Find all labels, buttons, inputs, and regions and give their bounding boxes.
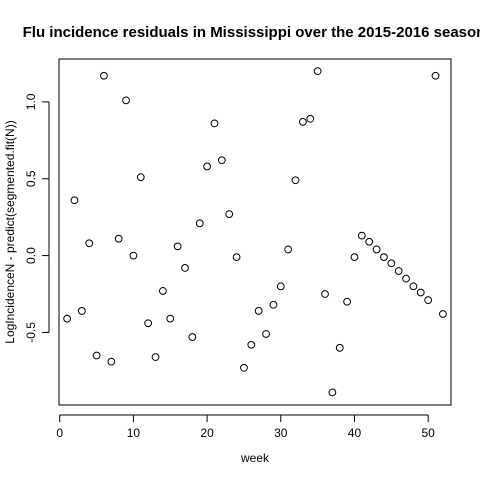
y-tick-label: 0.0 <box>24 247 38 264</box>
y-axis-label: LogIncidenceN - predict(segmented.fit(N)… <box>3 120 17 343</box>
data-point-4 <box>85 239 94 248</box>
x-tick-label: 50 <box>421 426 435 440</box>
x-axis-label: week <box>240 451 270 465</box>
plot-frame <box>58 58 452 406</box>
data-point-24 <box>232 253 241 262</box>
data-point-21 <box>210 119 219 128</box>
data-point-43 <box>372 245 381 254</box>
data-point-33 <box>298 117 307 126</box>
data-point-40 <box>350 253 359 262</box>
data-point-5 <box>92 351 101 360</box>
data-point-44 <box>380 253 388 262</box>
x-tick-label: 40 <box>348 426 362 440</box>
data-point-35 <box>313 67 322 76</box>
data-point-6 <box>100 71 108 80</box>
data-point-30 <box>276 282 285 291</box>
data-point-25 <box>240 363 248 372</box>
data-point-9 <box>122 96 130 105</box>
data-point-19 <box>195 219 204 228</box>
data-point-26 <box>247 340 256 349</box>
x-tick-label: 20 <box>200 426 214 440</box>
data-point-15 <box>166 314 175 323</box>
data-point-11 <box>136 173 145 182</box>
data-point-45 <box>387 259 396 268</box>
data-point-32 <box>291 176 300 185</box>
data-point-39 <box>343 297 352 306</box>
data-point-38 <box>335 343 344 352</box>
data-point-18 <box>188 333 197 341</box>
data-point-29 <box>269 300 278 309</box>
data-point-41 <box>357 231 366 240</box>
data-point-34 <box>306 114 315 123</box>
x-tick-label: 0 <box>56 426 63 440</box>
data-point-23 <box>225 210 234 218</box>
data-point-13 <box>151 353 160 361</box>
data-points <box>63 67 447 397</box>
data-point-27 <box>254 307 263 315</box>
data-point-10 <box>129 251 138 260</box>
data-point-50 <box>424 296 433 305</box>
data-point-28 <box>262 330 270 338</box>
data-point-7 <box>107 357 116 366</box>
x-axis: 0 10 20 30 40 50 <box>56 414 435 440</box>
data-point-48 <box>409 282 418 291</box>
data-point-2 <box>70 196 79 205</box>
data-point-46 <box>394 267 403 275</box>
data-point-52 <box>438 310 447 318</box>
data-point-8 <box>114 234 123 243</box>
data-point-49 <box>416 288 425 297</box>
data-point-47 <box>402 274 410 283</box>
y-tick-label: 0.5 <box>24 170 38 187</box>
chart-title: Flu incidence residuals in Mississippi o… <box>23 24 480 41</box>
data-point-12 <box>144 319 153 328</box>
data-point-42 <box>365 237 374 246</box>
data-point-51 <box>431 71 440 80</box>
y-axis: -0.5 0.0 0.5 1.0 <box>24 93 50 343</box>
data-point-37 <box>328 388 337 397</box>
data-point-14 <box>158 287 167 295</box>
x-tick-label: 10 <box>127 426 141 440</box>
data-point-17 <box>181 263 189 272</box>
data-point-16 <box>173 242 182 251</box>
data-point-1 <box>63 314 72 323</box>
x-tick-label: 30 <box>274 426 288 440</box>
data-point-36 <box>321 290 329 298</box>
data-point-31 <box>284 245 293 254</box>
data-point-22 <box>217 156 226 165</box>
y-tick-label: 1.0 <box>24 93 38 110</box>
data-point-20 <box>203 162 212 171</box>
y-tick-label: -0.5 <box>24 322 38 343</box>
data-point-3 <box>77 307 86 315</box>
